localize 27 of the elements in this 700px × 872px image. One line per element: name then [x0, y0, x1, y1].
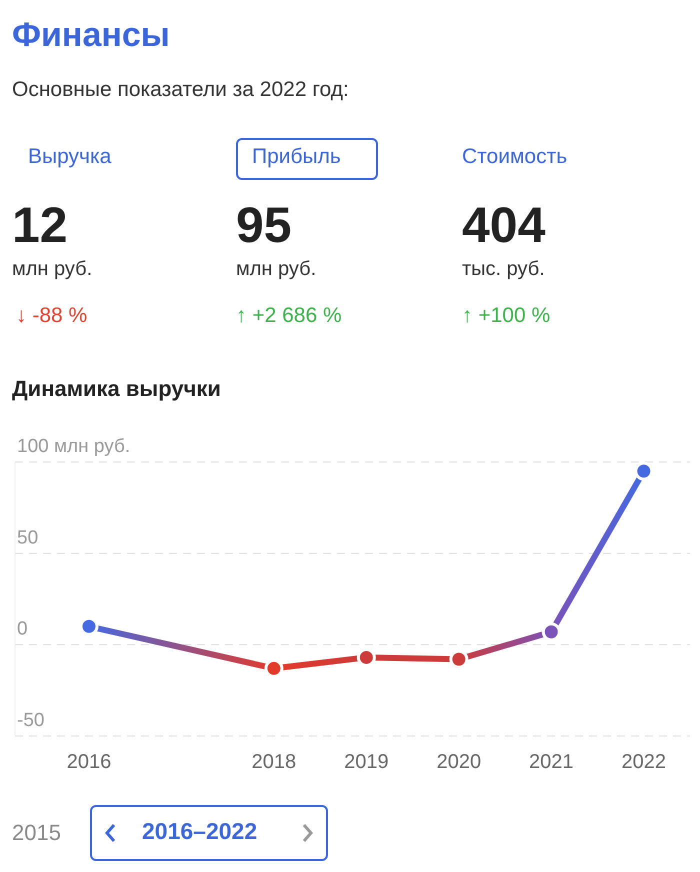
text: 2015: [12, 820, 61, 846]
y-tick-label: 100 млн руб.: [17, 436, 130, 457]
x-tick-label: 2016: [66, 751, 112, 774]
text: тыс. руб.: [462, 258, 545, 281]
text: Основные показатели за 2022 год:: [12, 78, 349, 102]
y-tick-label: -50: [17, 710, 44, 731]
text: ↑ +2 686 %: [236, 304, 342, 328]
text: Прибыль: [252, 145, 341, 169]
y-tick-label: 50: [17, 527, 38, 548]
text: Стоимость: [462, 145, 568, 169]
y-tick-label: 0: [17, 618, 28, 640]
text: ↓ -88 %: [16, 304, 88, 328]
text: Финансы: [12, 16, 170, 55]
text: ↑ +100 %: [462, 304, 550, 328]
x-tick-label: 2019: [344, 751, 389, 774]
x-tick-label: 2018: [252, 751, 296, 774]
text: 2016–2022: [142, 818, 258, 845]
text: млн руб.: [236, 258, 316, 281]
text: 404: [462, 196, 546, 254]
text: 12: [12, 196, 68, 254]
x-tick-label: 2022: [622, 751, 666, 774]
x-tick-label: 2021: [529, 751, 574, 774]
text: Выручка: [28, 145, 112, 169]
text: 95: [236, 196, 292, 254]
chart-title: Динамика выручки: [12, 376, 221, 402]
text: млн руб.: [12, 258, 92, 281]
x-tick-label: 2020: [436, 751, 482, 774]
